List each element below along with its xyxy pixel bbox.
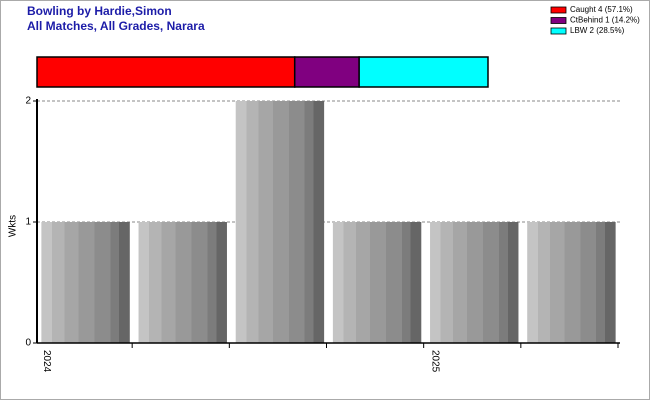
- x-tick-label: 2024: [41, 350, 52, 373]
- legend-swatch: [550, 17, 567, 24]
- bar: [430, 222, 519, 343]
- legend-label: CtBehind 1 (14.2%): [570, 16, 640, 25]
- breakdown-segment: [36, 56, 296, 88]
- y-tick-label: 0: [25, 338, 31, 349]
- x-tick-label: 2025: [430, 350, 441, 373]
- legend-swatch: [550, 27, 567, 35]
- bar: [235, 101, 325, 343]
- breakdown-segment: [358, 56, 489, 88]
- legend-swatch: [550, 6, 567, 14]
- y-axis-label: Wkts: [8, 215, 19, 237]
- y-tick-label: 1: [25, 217, 31, 228]
- legend-label: Caught 4 (57.1%): [570, 5, 633, 14]
- bar: [527, 222, 616, 343]
- bar: [138, 222, 227, 343]
- y-tick-label: 2: [25, 96, 31, 107]
- bar: [41, 222, 130, 343]
- chart-title: Bowling by Hardie,Simon: [27, 4, 172, 18]
- chart-subtitle: All Matches, All Grades, Narara: [27, 19, 205, 33]
- breakdown-segment: [293, 56, 360, 88]
- legend-label: LBW 2 (28.5%): [570, 26, 625, 35]
- bar: [332, 222, 422, 343]
